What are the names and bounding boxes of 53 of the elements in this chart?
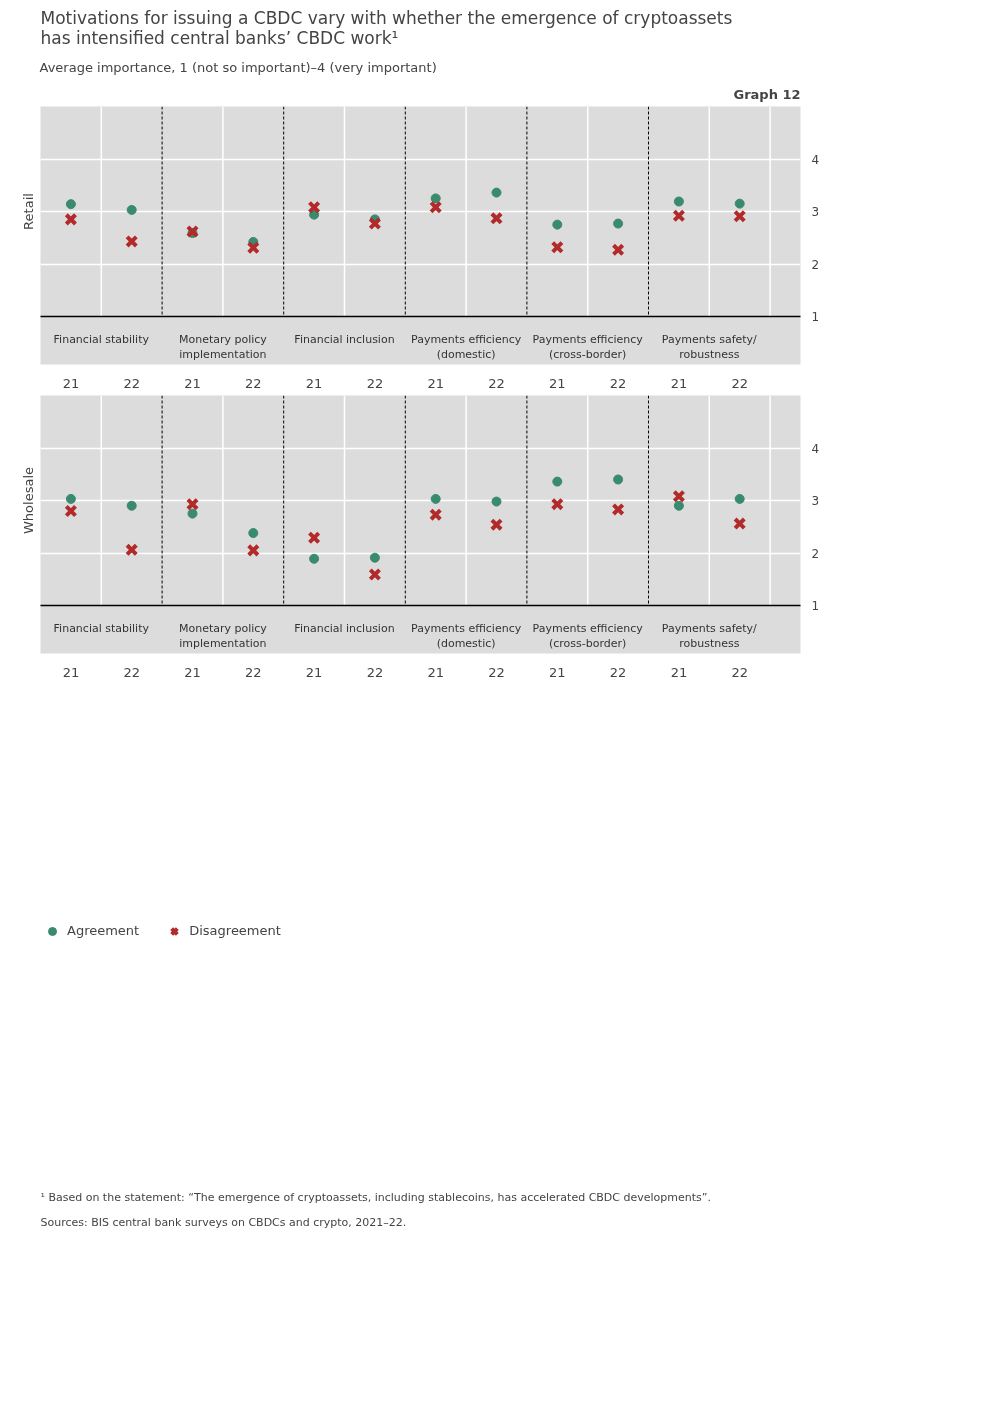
x-tick-label: 21 — [184, 375, 201, 391]
y-tick-label: 1 — [811, 310, 820, 324]
y-tick-label: 4 — [811, 152, 820, 167]
text: Financial inclusion — [294, 621, 395, 635]
text: Financial stability — [53, 621, 150, 635]
text: Payments safety/ robustness — [661, 621, 758, 651]
caption: Graph 12 — [733, 86, 801, 102]
y-axis-title: Wholesale — [20, 466, 36, 534]
x-tick-label: 22 — [123, 664, 140, 680]
x-tick-label: 21 — [184, 664, 201, 680]
chart-title: Motivations for issuing a CBDC vary with whether the emergence of cryptoassets has intensified central banks’ CBDC work¹ — [40, 7, 733, 48]
legend-label: Disagreement — [189, 923, 281, 939]
x-tick-label: 21 — [427, 664, 444, 680]
x-tick-label: 21 — [670, 664, 688, 680]
x-tick-label: 21 — [305, 375, 323, 391]
text: Financial inclusion — [294, 332, 395, 346]
y-tick-label: 2 — [811, 546, 820, 561]
source-note: Sources: BIS central bank surveys on CBDCs and crypto, 2021–22. — [40, 1215, 407, 1229]
y-tick-label: 3 — [811, 494, 820, 508]
text: Payments efficiency (cross-border) — [532, 621, 644, 651]
text: Payments efficiency (domestic) — [411, 621, 522, 651]
x-tick-label: 22 — [366, 664, 384, 680]
text: Payments safety/ robustness — [661, 332, 758, 362]
y-tick-label: 3 — [811, 205, 820, 219]
y-tick-label: 2 — [811, 257, 820, 272]
x-tick-label: 22 — [366, 375, 384, 391]
x-tick-label: 21 — [62, 664, 80, 680]
x-tick-label: 21 — [670, 375, 688, 391]
x-tick-label: 22 — [245, 664, 262, 680]
text: Financial stability — [53, 332, 150, 346]
x-tick-label: 22 — [245, 375, 262, 391]
y-axis-title: Retail — [20, 193, 36, 230]
x-tick-label: 21 — [427, 375, 444, 391]
x-tick-label: 22 — [609, 664, 627, 680]
x-tick-label: 21 — [549, 375, 566, 391]
text: Payments efficiency (domestic) — [411, 332, 522, 362]
x-tick-label: 22 — [488, 375, 505, 391]
x-tick-label: 21 — [305, 664, 323, 680]
x-tick-label: 21 — [62, 375, 80, 391]
chart-subtitle: Average importance, 1 (not so important)–4 (very important) — [39, 59, 437, 75]
y-tick-label: 1 — [811, 599, 820, 613]
text: ¹ Based on the statement: “The emergence of cryptoassets, including stablecoins, has accelerated CBDC developments”. — [40, 1190, 712, 1204]
x-tick-label: 22 — [731, 664, 748, 680]
legend-label: Agreement — [67, 923, 140, 939]
x-tick-label: 22 — [609, 375, 627, 391]
x-tick-label: 22 — [488, 664, 505, 680]
text: Payments efficiency (cross-border) — [532, 332, 644, 362]
text: Monetary policy implementation — [178, 332, 268, 362]
y-tick-label: 4 — [811, 441, 820, 456]
x-tick-label: 22 — [731, 375, 748, 391]
text: Monetary policy implementation — [178, 621, 268, 651]
x-tick-label: 21 — [549, 664, 566, 680]
x-tick-label: 22 — [123, 375, 140, 391]
